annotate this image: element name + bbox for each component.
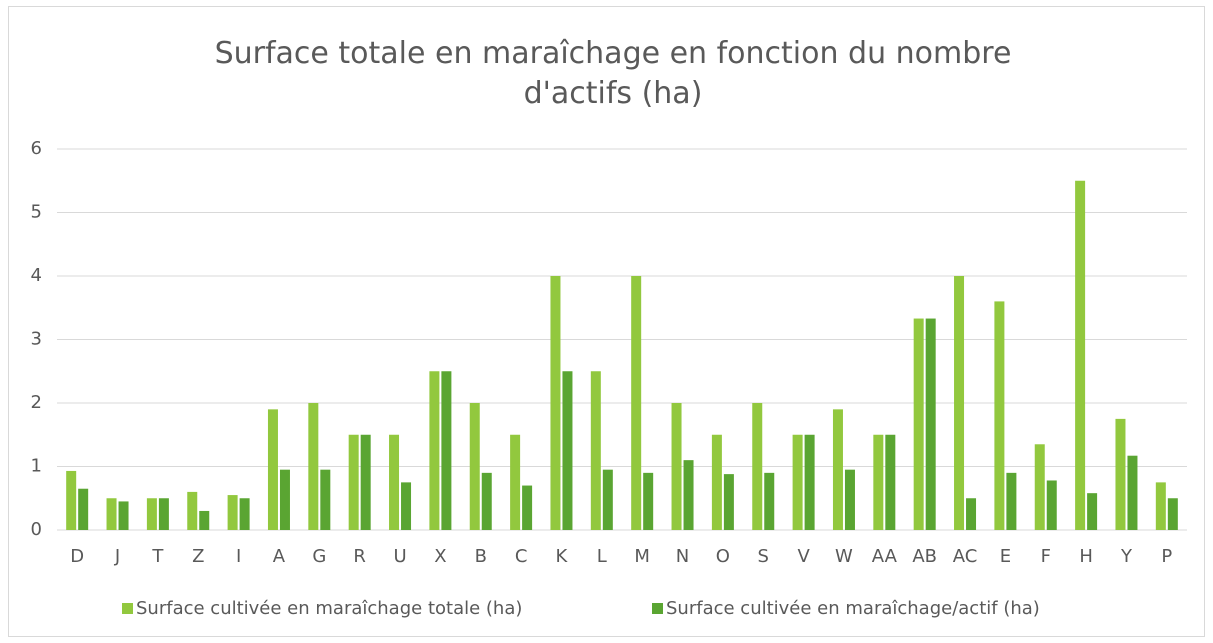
y-tick-label: 5 (31, 202, 42, 223)
x-tick-label: M (634, 546, 650, 567)
bar (78, 488, 89, 530)
bar (1046, 480, 1057, 530)
bar (954, 276, 965, 530)
bar (792, 434, 803, 530)
y-tick-label: 0 (31, 519, 42, 540)
bar (994, 301, 1005, 530)
bar (199, 510, 210, 530)
x-tick-label: T (151, 546, 164, 567)
bar (239, 498, 250, 530)
bar (360, 434, 371, 530)
bar (631, 276, 642, 530)
x-tick-label: N (676, 546, 689, 567)
bar (752, 403, 763, 530)
bar (348, 434, 359, 530)
x-tick-label: L (597, 546, 607, 567)
x-tick-label: H (1079, 546, 1093, 567)
bar (683, 460, 694, 530)
bar (481, 472, 492, 530)
x-tick-label: U (393, 546, 406, 567)
x-tick-label: D (70, 546, 84, 567)
y-tick-label: 1 (31, 456, 42, 477)
x-tick-label: Z (192, 546, 204, 567)
bar (469, 403, 480, 530)
bar (711, 434, 722, 530)
y-tick-label: 3 (31, 329, 42, 350)
x-tick-label: K (556, 546, 569, 567)
bar (320, 469, 331, 530)
legend-label: Surface cultivée en maraîchage totale (h… (136, 598, 522, 619)
bar (227, 495, 238, 530)
chart-title: Surface totale en maraîchage en fonction… (214, 36, 1012, 111)
x-tick-label: O (716, 546, 730, 567)
y-tick-label: 4 (31, 265, 42, 286)
bar (1155, 482, 1166, 530)
bar (550, 276, 561, 530)
bar (844, 469, 855, 530)
bar (389, 434, 400, 530)
bar (1127, 455, 1138, 530)
bar (562, 371, 573, 530)
bar (671, 403, 682, 530)
bar (441, 371, 452, 530)
x-tick-label: F (1041, 546, 1051, 567)
x-tick-label: G (312, 546, 326, 567)
x-tick-label: J (114, 546, 120, 567)
bar (723, 474, 734, 530)
bar (804, 434, 815, 530)
bar (510, 434, 521, 530)
bar (1034, 444, 1045, 530)
bar (925, 318, 936, 530)
x-tick-label: AA (872, 546, 898, 567)
y-tick-label: 2 (31, 392, 42, 413)
bar (643, 472, 654, 530)
legend-swatch (122, 603, 133, 614)
bar (146, 498, 157, 530)
bar (1087, 493, 1098, 530)
chart-frame (8, 6, 1205, 637)
x-tick-label: V (797, 546, 810, 567)
bar (401, 482, 412, 530)
bar (602, 469, 613, 530)
x-tick-label: X (434, 546, 446, 567)
bar (873, 434, 884, 530)
bar (522, 485, 533, 530)
bar (1006, 472, 1017, 530)
x-tick-label: B (475, 546, 487, 567)
x-tick-label: P (1161, 546, 1172, 567)
bar (66, 470, 77, 530)
x-tick-label: R (353, 546, 366, 567)
x-tick-label: S (758, 546, 769, 567)
x-tick-label: AB (912, 546, 937, 567)
bar (279, 469, 290, 530)
x-tick-label: AC (953, 546, 978, 567)
bar (1115, 418, 1126, 530)
y-tick-label: 6 (31, 138, 42, 159)
bar (966, 498, 977, 530)
bar (106, 498, 117, 530)
legend-label: Surface cultivée en maraîchage/actif (ha… (666, 598, 1040, 619)
legend-swatch (652, 603, 663, 614)
bar (832, 409, 843, 530)
bar (187, 491, 198, 530)
bar (1075, 180, 1086, 530)
x-tick-label: I (236, 546, 241, 567)
x-tick-label: A (273, 546, 286, 567)
x-tick-label: Y (1120, 546, 1133, 567)
bar (429, 371, 440, 530)
bar (158, 498, 169, 530)
bar (118, 501, 129, 530)
x-tick-label: W (835, 546, 853, 567)
bar (885, 434, 896, 530)
bar (913, 318, 924, 530)
x-tick-label: E (1000, 546, 1011, 567)
bar (1167, 498, 1178, 530)
bar (764, 472, 775, 530)
bar (267, 409, 278, 530)
bar (590, 371, 601, 530)
bar (308, 403, 319, 530)
x-tick-label: C (515, 546, 528, 567)
